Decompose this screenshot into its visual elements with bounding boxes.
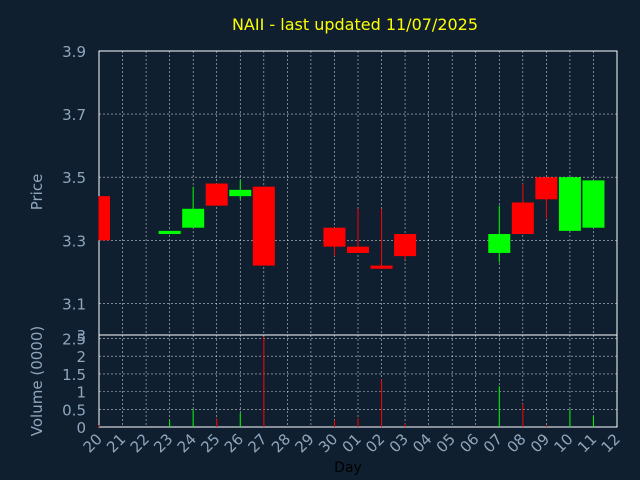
candle-body	[488, 234, 511, 253]
x-tick-label: 29	[292, 430, 318, 456]
candle-body	[323, 227, 346, 247]
candle-body	[370, 265, 393, 269]
x-tick-label: 26	[221, 430, 247, 456]
volume-y-tick-label: 1.5	[62, 366, 86, 384]
x-tick-label: 05	[433, 430, 459, 456]
x-tick-label: 09	[527, 430, 553, 456]
candle-body	[511, 202, 534, 235]
x-tick-label: 30	[315, 430, 341, 456]
x-tick-label: 11	[574, 430, 600, 456]
x-tick-label: 06	[456, 430, 482, 456]
candle-body	[158, 230, 181, 235]
candle-body	[535, 177, 558, 200]
x-axis-label: Day	[334, 460, 362, 476]
candle-body	[205, 183, 228, 206]
candlesticks	[98, 177, 605, 269]
volume-gridlines	[99, 335, 617, 427]
price-axis-label: Price	[28, 174, 46, 211]
x-tick-label: 08	[503, 430, 529, 456]
price-y-tick-label: 3.3	[62, 232, 86, 250]
price-y-tick-label: 3.1	[62, 295, 86, 313]
volume-y-tick-label: 2.5	[62, 331, 86, 349]
x-tick-label: 22	[127, 430, 153, 456]
x-tick-label: 23	[150, 430, 176, 456]
x-tick-label: 04	[409, 430, 435, 456]
x-tick-label: 02	[362, 430, 388, 456]
volume-y-tick-label: 0	[76, 419, 86, 437]
candle-body	[252, 186, 275, 266]
price-y-ticks: 3.9 3.7 3.5 3.3 3.1 3	[62, 43, 86, 345]
volume-y-tick-label: 0.5	[62, 401, 86, 419]
volume-y-tick-label: 1	[76, 384, 86, 402]
x-tick-label: 27	[244, 430, 270, 456]
candle-body	[229, 189, 252, 197]
candle-body	[182, 208, 205, 228]
candle-body	[394, 234, 417, 257]
candle-body	[558, 177, 581, 231]
x-tick-label: 28	[268, 430, 294, 456]
price-y-tick-label: 3	[76, 327, 86, 345]
price-y-tick-label: 3.9	[62, 43, 86, 61]
chart-title: NAII - last updated 11/07/2025	[232, 15, 478, 34]
x-tick-label: 25	[197, 430, 223, 456]
x-tick-label: 24	[174, 430, 200, 456]
candle-body	[582, 180, 605, 228]
price-y-tick-label: 3.7	[62, 106, 86, 124]
candle-body	[99, 196, 110, 241]
x-tick-label: 03	[386, 430, 412, 456]
volume-y-tick-label: 2	[76, 348, 86, 366]
x-tick-label: 10	[551, 430, 577, 456]
x-tick-label: 21	[103, 430, 129, 456]
x-tick-labels: 2021222324252627282930010203040506070809…	[80, 430, 624, 456]
volume-y-ticks: 2.521.510.50	[62, 331, 86, 437]
candle-body	[347, 246, 369, 253]
x-tick-label: 12	[598, 430, 624, 456]
price-y-tick-label: 3.5	[62, 169, 86, 187]
volume-bars	[98, 336, 594, 427]
volume-axis-label: Volume (0000)	[28, 326, 46, 436]
x-tick-label: 01	[339, 430, 365, 456]
x-tick-label: 07	[480, 430, 506, 456]
